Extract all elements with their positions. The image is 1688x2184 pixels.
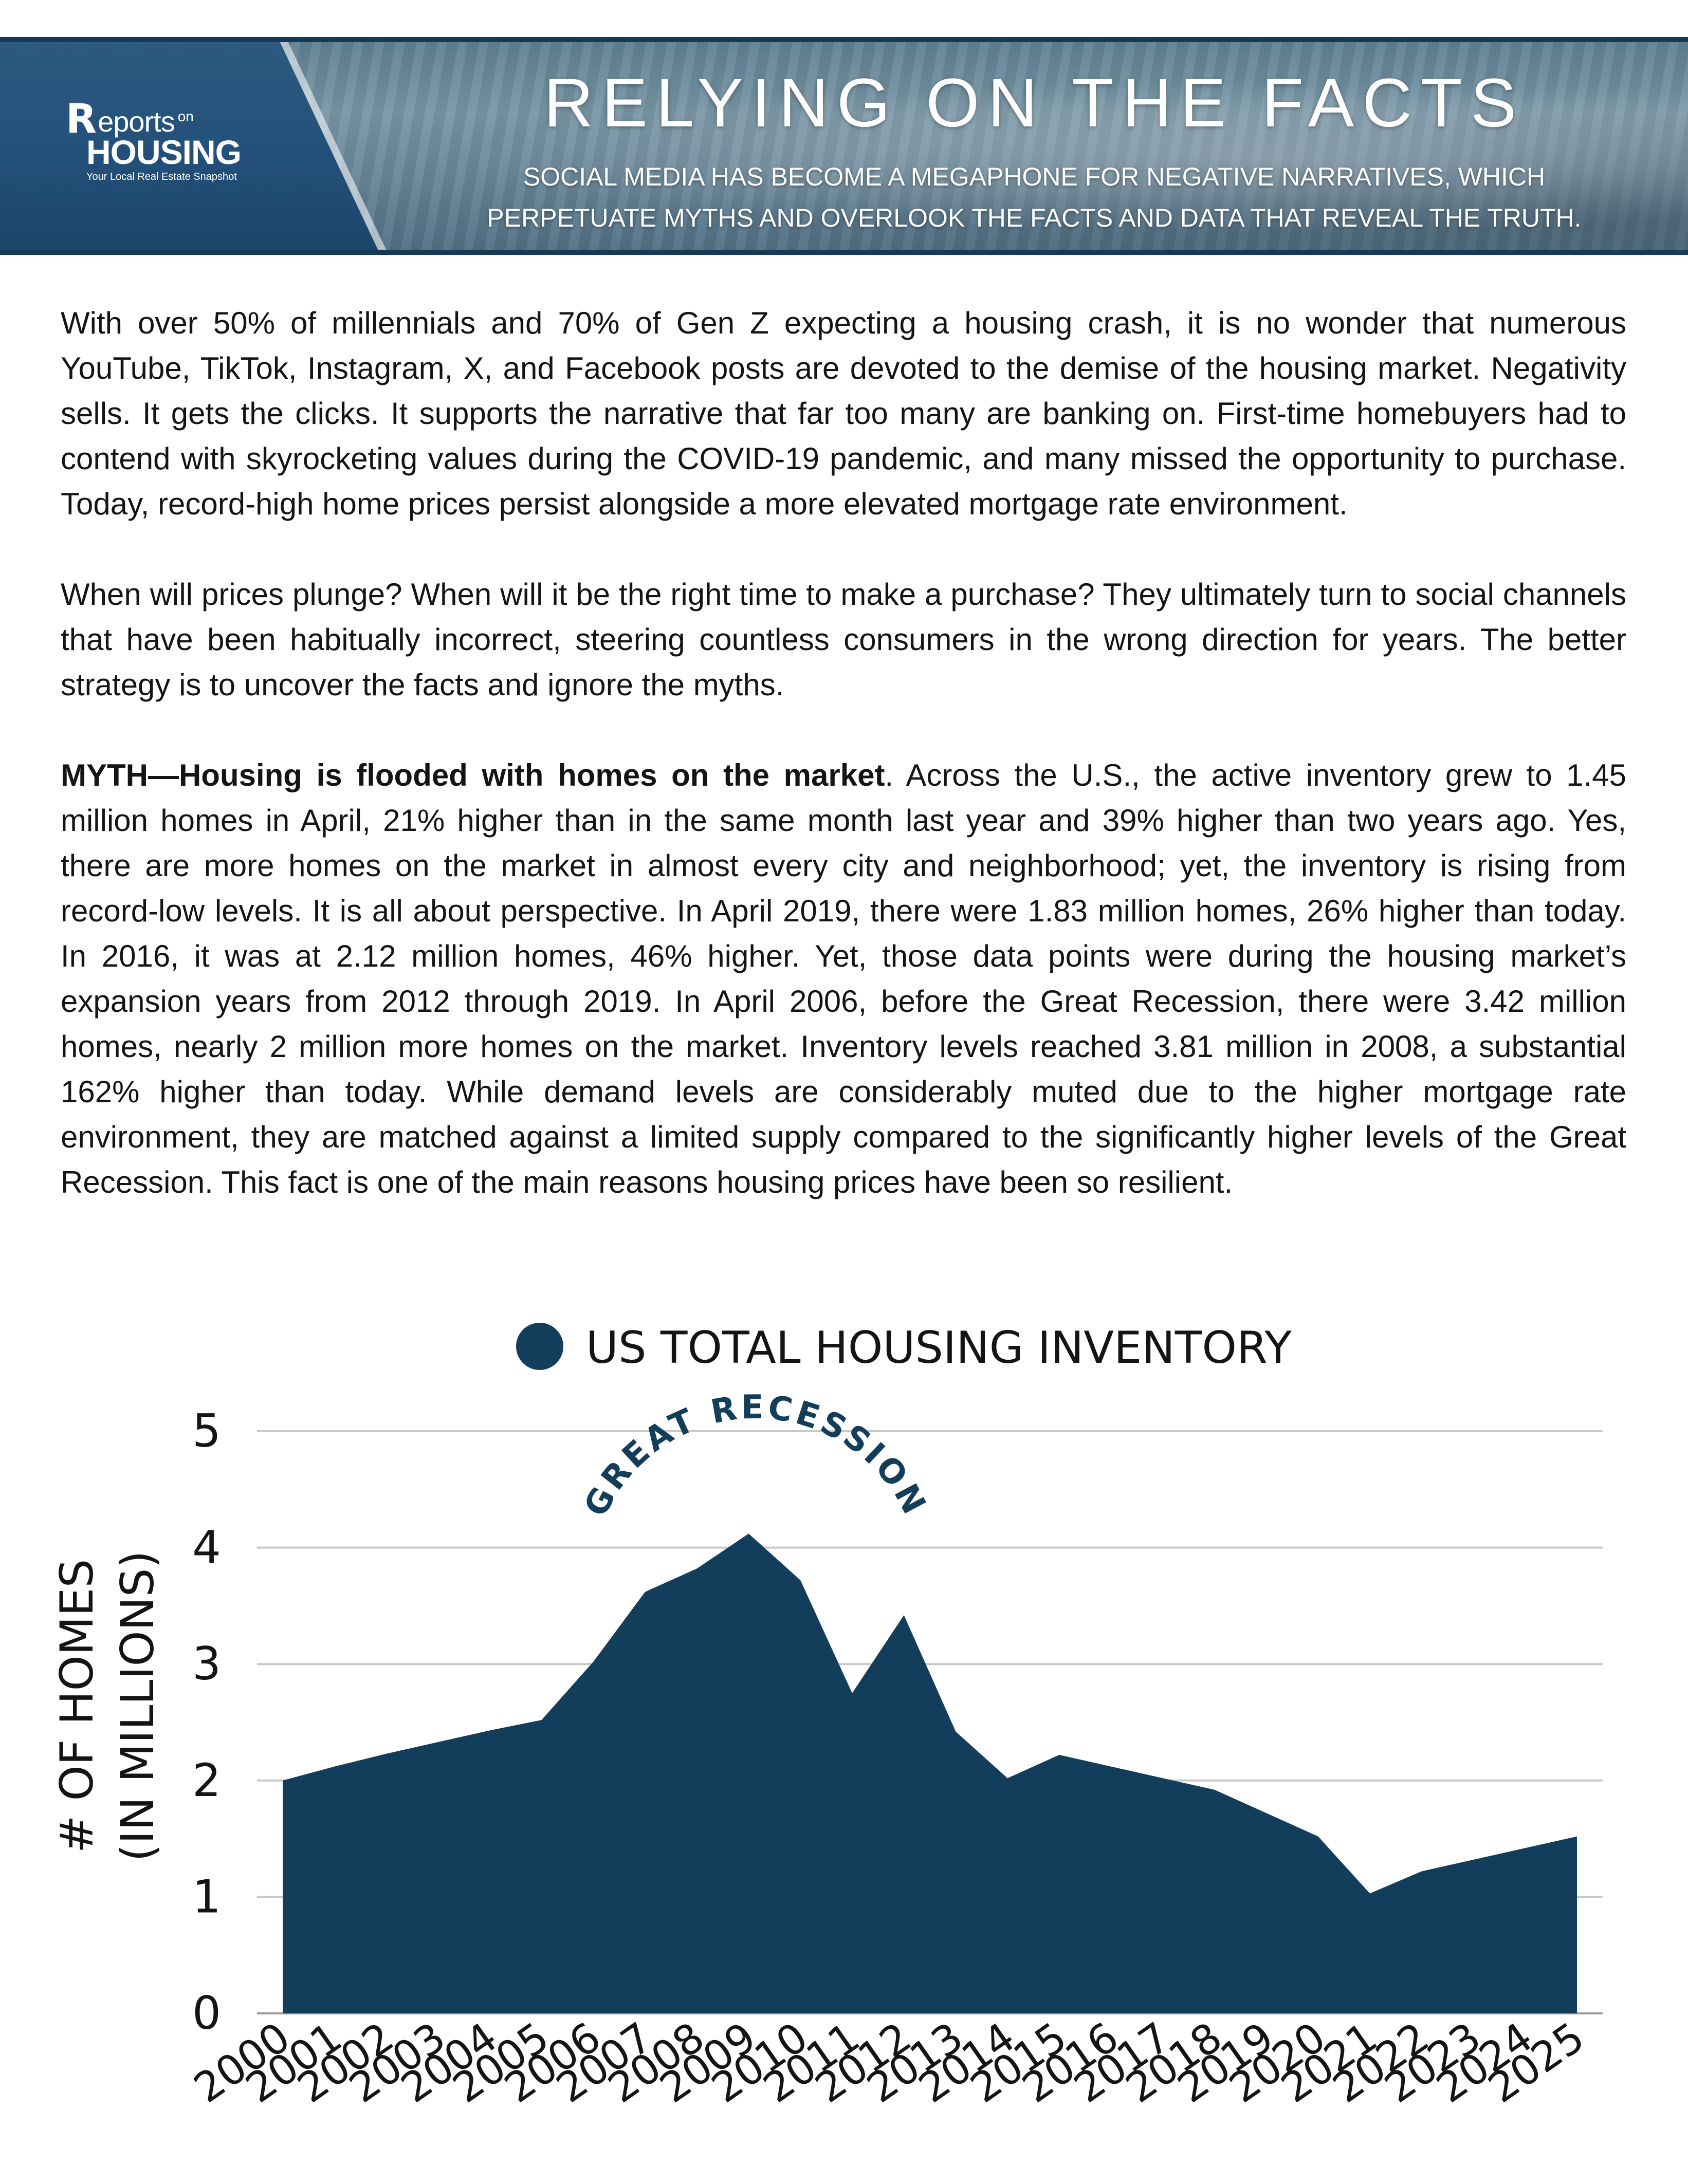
great-recession-annotation: GREAT RECESSION xyxy=(577,1389,934,1523)
x-axis-tick-labels: 2000200120022003200420052006200720082009… xyxy=(186,2013,1593,2112)
y-tick-label: 5 xyxy=(192,1404,221,1457)
logo: R eports on HOUSING Your Local Real Esta… xyxy=(66,96,271,183)
myth-body: . Across the U.S., the active inventory … xyxy=(61,758,1626,1199)
banner-bottom-rule xyxy=(0,250,1688,255)
logo-brand-main: HOUSING xyxy=(86,133,242,171)
legend-marker xyxy=(516,1323,563,1370)
chart-title: US TOTAL HOUSING INVENTORY xyxy=(586,1322,1292,1374)
area-series xyxy=(283,1533,1577,2013)
myth-heading: MYTH—Housing is flooded with homes on th… xyxy=(61,758,885,792)
y-axis-label: # OF HOMES (IN MILLIONS) xyxy=(50,1550,164,1861)
page-title: RELYING ON THE FACTS xyxy=(543,65,1525,141)
article-body: With over 50% of millennials and 70% of … xyxy=(61,301,1626,1205)
y-tick-label: 4 xyxy=(192,1521,221,1574)
subtitle-line-1: SOCIAL MEDIA HAS BECOME A MEGAPHONE FOR … xyxy=(523,162,1546,191)
y-axis-label-line-1: # OF HOMES xyxy=(50,1559,103,1853)
y-axis-label-line-2: (IN MILLIONS) xyxy=(111,1550,164,1861)
article-paragraph-1: With over 50% of millennials and 70% of … xyxy=(61,306,1626,521)
logo-r-icon: R xyxy=(66,96,97,142)
y-tick-label: 1 xyxy=(192,1870,221,1923)
y-axis-tick-labels: 0 1 2 3 4 5 xyxy=(192,1404,221,2040)
logo-tagline: Your Local Real Estate Snapshot xyxy=(86,171,237,182)
great-recession-text: GREAT RECESSION xyxy=(577,1389,931,1523)
y-tick-label: 3 xyxy=(192,1637,221,1690)
logo-brand-prefix: eports xyxy=(98,105,175,138)
logo-brand-on: on xyxy=(177,108,194,124)
chart-legend: US TOTAL HOUSING INVENTORY xyxy=(516,1322,1292,1374)
subtitle-line-2: PERPETUATE MYTHS AND OVERLOOK THE FACTS … xyxy=(487,203,1582,232)
page-subtitle: SOCIAL MEDIA HAS BECOME A MEGAPHONE FOR … xyxy=(380,156,1688,238)
inventory-area xyxy=(283,1533,1577,2013)
header-banner: R eports on HOUSING Your Local Real Esta… xyxy=(0,37,1688,255)
y-tick-label: 0 xyxy=(192,1987,221,2040)
article-paragraph-3: MYTH—Housing is flooded with homes on th… xyxy=(61,753,1626,1205)
y-tick-label: 2 xyxy=(192,1754,221,1807)
banner-top-rule xyxy=(0,37,1688,42)
article-paragraph-2: When will prices plunge? When will it be… xyxy=(61,577,1626,702)
